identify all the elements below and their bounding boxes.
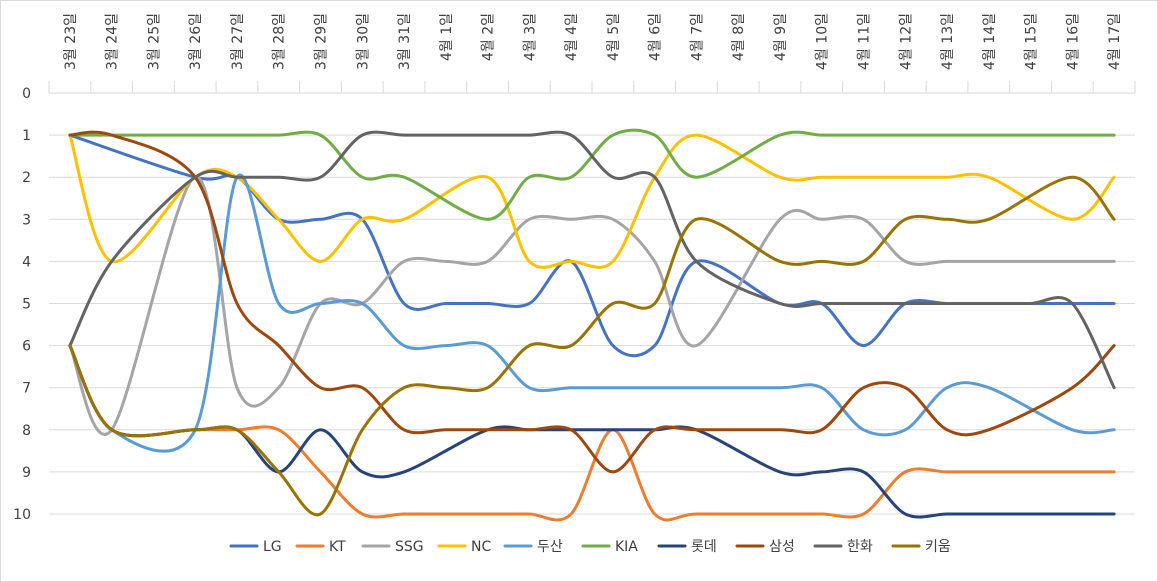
legend-label: KT	[329, 539, 346, 555]
x-tick-label: 3월 29일	[314, 13, 330, 70]
x-tick-label: 4월 9일	[773, 13, 789, 61]
series-line-2	[68, 175, 1116, 436]
x-tick-label: 4월 17일	[1107, 13, 1123, 70]
legend: LG KT SSG NC 두산 KIA 롯데 삼성 한화 키움	[229, 539, 951, 555]
legend-label: SSG	[395, 539, 424, 555]
series-line-8	[68, 130, 1116, 390]
x-tick-label: 3월 26일	[188, 13, 204, 70]
series-line-1	[68, 344, 1116, 522]
legend-label: 롯데	[691, 539, 717, 555]
y-tick-label: 10	[13, 507, 31, 523]
x-tick-label: 3월 30일	[355, 13, 371, 70]
series-line-5	[68, 128, 1116, 221]
x-tick-label: 3월 28일	[272, 13, 288, 70]
y-tick-label: 2	[22, 170, 31, 186]
legend-label: 두산	[537, 539, 563, 555]
series-line-4	[68, 173, 1116, 453]
y-tick-label: 0	[22, 86, 31, 102]
y-tick-label: 1	[22, 128, 31, 144]
x-tick-label: 4월 10일	[815, 13, 831, 70]
x-axis-tick-labels: 3월 23일 3월 24일 3월 25일 3월 26일 3월 27일 3월 28일 3월 2…	[63, 13, 1123, 70]
y-tick-label: 9	[22, 465, 31, 481]
y-tick-label: 6	[22, 339, 31, 355]
x-tick-label: 3월 31일	[397, 13, 413, 70]
legend-label: KIA	[615, 539, 638, 555]
y-tick-label: 3	[22, 212, 31, 228]
y-tick-label: 8	[22, 423, 31, 439]
series-lines	[68, 128, 1116, 522]
series-line-7	[68, 130, 1116, 474]
x-tick-label: 4월 11일	[857, 13, 873, 70]
series-line-9	[68, 175, 1116, 517]
x-tick-label: 4월 4일	[564, 13, 580, 61]
x-tick-label: 4월 8일	[731, 13, 747, 61]
x-tick-label: 4월 13일	[940, 13, 956, 70]
y-axis-tick-labels: 0 1 2 3 4 5 6 7 8 9 10	[13, 86, 31, 523]
y-tick-label: 4	[22, 254, 31, 270]
x-tick-label: 4월 12일	[898, 13, 914, 70]
x-tick-label: 4월 3일	[522, 13, 538, 61]
y-tick-label: 5	[22, 297, 31, 313]
x-tick-label: 3월 27일	[230, 13, 246, 70]
x-tick-label: 4월 1일	[439, 13, 455, 61]
x-tick-label: 4월 6일	[648, 13, 664, 61]
y-tick-label: 7	[22, 381, 31, 397]
x-tick-label: 4월 5일	[606, 13, 622, 61]
legend-label: LG	[263, 539, 282, 555]
x-tick-label: 3월 24일	[105, 13, 121, 70]
x-tick-label: 3월 23일	[63, 13, 79, 70]
legend-label: NC	[471, 539, 491, 555]
series-line-6	[68, 344, 1116, 519]
legend-label: 한화	[847, 539, 873, 555]
x-tick-label: 4월 2일	[481, 13, 497, 61]
x-tick-label: 4월 16일	[1065, 13, 1081, 70]
x-tick-label: 3월 25일	[146, 13, 162, 70]
x-tick-label: 4월 14일	[982, 13, 998, 70]
legend-label: 키움	[925, 539, 951, 555]
legend-label: 삼성	[769, 539, 795, 555]
x-tick-label: 4월 7일	[689, 13, 705, 61]
x-tick-label: 4월 15일	[1024, 13, 1040, 70]
